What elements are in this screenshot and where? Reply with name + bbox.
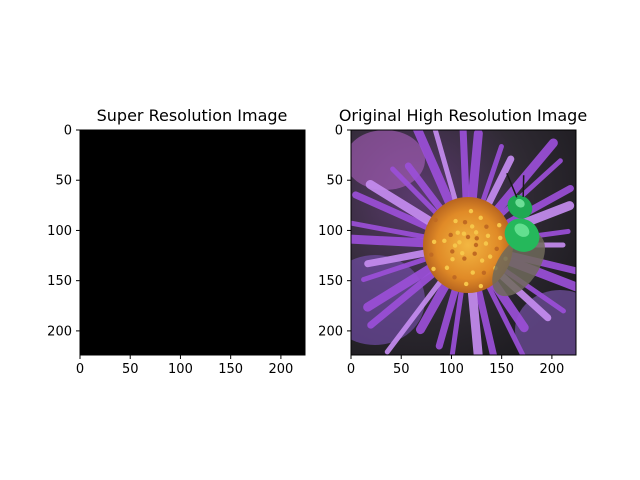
y-tick-label: 0 xyxy=(335,124,343,139)
floret xyxy=(433,217,438,223)
y-tick-label: 100 xyxy=(318,224,343,239)
ticks: 0 50 100 150 200 0 50 100 150 200 xyxy=(318,124,564,378)
floret xyxy=(465,234,471,240)
floret xyxy=(473,230,479,235)
axes-title: Super Resolution Image xyxy=(97,106,288,125)
x-tick-label: 0 xyxy=(347,362,355,377)
x-tick-label: 150 xyxy=(218,362,243,377)
floret xyxy=(453,218,458,224)
y-tick-label: 150 xyxy=(47,274,72,289)
floret xyxy=(429,252,434,257)
floret xyxy=(442,238,447,244)
floret xyxy=(455,230,460,235)
x-tick-label: 0 xyxy=(76,362,84,377)
floret xyxy=(473,242,479,248)
y-tick-label: 0 xyxy=(64,124,72,139)
x-tick-label: 50 xyxy=(393,362,410,377)
floret xyxy=(450,256,455,262)
y-tick-label: 150 xyxy=(318,274,343,289)
y-tick-label: 200 xyxy=(47,324,72,339)
floret xyxy=(464,281,469,287)
axes-super-resolution: Super Resolution Image 0 50 100 150 200 0 50 10… xyxy=(47,106,306,378)
floret xyxy=(457,240,462,245)
floret xyxy=(494,246,499,252)
floret xyxy=(462,256,467,261)
floret xyxy=(468,208,474,214)
axes-frame xyxy=(350,129,577,356)
floret xyxy=(485,233,491,238)
floret xyxy=(431,239,437,245)
y-tick-label: 100 xyxy=(47,224,72,239)
floret xyxy=(448,232,453,238)
axes-original-high-resolution: Original High Resolution Image xyxy=(318,106,587,378)
floret xyxy=(484,224,489,229)
floret xyxy=(479,258,485,263)
x-tick-label: 100 xyxy=(439,362,464,377)
x-tick-label: 200 xyxy=(268,362,293,377)
floret xyxy=(461,231,467,236)
x-tick-label: 100 xyxy=(168,362,193,377)
floret xyxy=(481,270,487,275)
axes-title: Original High Resolution Image xyxy=(339,106,587,125)
floret xyxy=(452,243,458,248)
floret xyxy=(497,222,502,228)
floret xyxy=(444,265,450,270)
floret xyxy=(474,236,479,241)
floret xyxy=(483,241,489,246)
floret xyxy=(450,249,455,254)
floret xyxy=(498,235,503,241)
image-super-resolution xyxy=(80,130,305,355)
x-tick-label: 50 xyxy=(122,362,139,377)
axes-frame xyxy=(79,129,306,356)
floret xyxy=(462,219,468,225)
floret xyxy=(487,254,493,259)
ticks: 0 50 100 150 200 0 50 100 150 200 xyxy=(47,124,293,378)
floret xyxy=(469,224,475,229)
floret xyxy=(460,250,465,256)
image-original-high-resolution xyxy=(351,130,576,355)
floret xyxy=(472,251,477,256)
y-tick-label: 50 xyxy=(55,174,72,189)
floret xyxy=(431,266,436,272)
floret xyxy=(452,275,457,280)
floret xyxy=(478,283,484,289)
y-tick-label: 50 xyxy=(326,174,343,189)
x-tick-label: 200 xyxy=(539,362,564,377)
bee xyxy=(492,172,545,297)
x-tick-label: 150 xyxy=(489,362,514,377)
floret xyxy=(470,270,475,275)
floret xyxy=(478,215,483,221)
y-tick-label: 200 xyxy=(318,324,343,339)
